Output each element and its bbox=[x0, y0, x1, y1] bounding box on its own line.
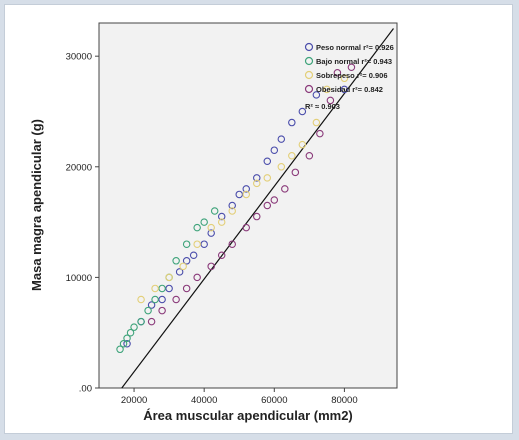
data-point-s3-8 bbox=[242, 223, 250, 232]
data-point-s2-0 bbox=[137, 295, 145, 304]
data-point-s3-5 bbox=[207, 262, 215, 271]
data-point-s1-0 bbox=[116, 345, 124, 354]
legend-label-0: Peso normal r²= 0.926 bbox=[316, 43, 394, 52]
data-point-s0-16 bbox=[270, 146, 279, 154]
fit-line-label: R² ≈ 0.903 bbox=[305, 102, 340, 111]
x-tick-label-0: 20000 bbox=[121, 395, 147, 406]
scatter-chart: 20000 40000 60000 80000 .00100002000030000 … bbox=[29, 22, 398, 423]
data-point-s0-4 bbox=[165, 284, 173, 293]
data-point-s0-17 bbox=[277, 135, 286, 143]
data-point-s0-14 bbox=[253, 174, 261, 182]
data-point-s3-9 bbox=[253, 212, 261, 221]
data-point-s2-2 bbox=[165, 273, 173, 282]
data-point-s2-5 bbox=[207, 223, 215, 232]
data-point-s2-13 bbox=[298, 140, 307, 149]
legend-label-1: Bajo normal r²= 0.943 bbox=[316, 57, 392, 66]
data-point-s0-2 bbox=[147, 301, 156, 309]
y-axis-title: Masa magra apendicular (g) bbox=[29, 119, 44, 291]
data-point-s1-6 bbox=[144, 306, 152, 315]
data-point-s2-4 bbox=[193, 240, 201, 248]
legend-marker-2 bbox=[304, 70, 314, 80]
data-point-s1-8 bbox=[158, 284, 166, 293]
data-point-s0-19 bbox=[298, 107, 307, 116]
data-point-s3-1 bbox=[158, 306, 166, 315]
legend-label-3: Obesidad r²= 0.842 bbox=[316, 85, 383, 94]
data-point-s0-13 bbox=[242, 185, 250, 193]
legend-marker-0 bbox=[304, 42, 314, 52]
data-point-s1-3 bbox=[126, 328, 135, 337]
data-point-s0-7 bbox=[189, 251, 198, 260]
data-point-s1-1 bbox=[119, 340, 128, 348]
data-point-s2-16 bbox=[340, 74, 349, 83]
data-point-s3-17 bbox=[333, 69, 342, 77]
data-point-s3-6 bbox=[217, 251, 226, 260]
data-point-s0-10 bbox=[217, 212, 226, 221]
data-point-s1-2 bbox=[123, 334, 131, 342]
fit-line bbox=[121, 28, 394, 389]
data-point-s3-12 bbox=[281, 185, 289, 193]
data-point-s3-15 bbox=[316, 129, 324, 138]
data-point-s2-8 bbox=[242, 190, 250, 199]
data-point-s0-18 bbox=[288, 118, 296, 127]
data-point-s3-13 bbox=[291, 168, 300, 177]
data-point-s0-0 bbox=[123, 340, 131, 348]
data-point-s3-3 bbox=[182, 284, 191, 293]
data-point-s1-12 bbox=[193, 223, 201, 232]
data-point-s1-4 bbox=[130, 323, 138, 331]
data-point-s1-10 bbox=[172, 257, 180, 265]
data-point-s2-3 bbox=[179, 262, 187, 271]
data-point-s2-7 bbox=[228, 207, 236, 215]
data-point-s2-12 bbox=[288, 151, 296, 160]
x-ticks: 20000 40000 60000 80000 bbox=[121, 388, 358, 406]
x-tick-label-1: 40000 bbox=[191, 395, 217, 406]
y-tick-label-2: 20000 bbox=[66, 162, 92, 173]
data-point-s2-10 bbox=[263, 174, 272, 182]
data-point-s0-20 bbox=[312, 91, 321, 99]
legend-marker-3 bbox=[304, 84, 314, 94]
data-point-s2-15 bbox=[323, 85, 331, 94]
x-tick-label-2: 60000 bbox=[261, 395, 287, 406]
y-tick-label-1: 10000 bbox=[66, 273, 92, 284]
data-point-s0-5 bbox=[175, 268, 184, 276]
data-point-s0-11 bbox=[228, 201, 236, 210]
plot-area bbox=[98, 22, 398, 389]
data-point-s3-11 bbox=[270, 196, 279, 204]
data-point-s1-11 bbox=[182, 240, 191, 248]
data-point-s3-4 bbox=[193, 273, 201, 282]
data-point-s2-11 bbox=[277, 163, 286, 171]
y-ticks: .00 10000 20000 30000 bbox=[66, 52, 99, 395]
data-point-s2-9 bbox=[253, 179, 261, 188]
data-point-s0-8 bbox=[200, 240, 208, 248]
x-tick-label-3: 80000 bbox=[331, 395, 357, 406]
legend-label-2: Sobrepeso r²= 0.906 bbox=[316, 71, 388, 80]
y-tick-label-0: .00 bbox=[79, 384, 92, 395]
figure-frame: 20000 40000 60000 80000 .00 10000 20000 30000 … bbox=[4, 4, 513, 434]
data-point-s3-0 bbox=[147, 317, 156, 326]
x-axis-title: Área muscular apendicular (mm2) bbox=[143, 408, 353, 423]
data-point-s1-7 bbox=[151, 295, 159, 304]
data-point-s0-21 bbox=[340, 85, 349, 94]
data-point-s0-15 bbox=[263, 157, 272, 166]
data-point-s3-14 bbox=[305, 151, 314, 160]
legend-marker-1 bbox=[304, 56, 314, 66]
fit-line-layer bbox=[121, 28, 394, 389]
y-tick-label-3: 30000 bbox=[66, 52, 92, 63]
legend: Peso normal r²= 0.926 Bajo normal r²= 0.9… bbox=[304, 42, 394, 111]
data-point-s0-12 bbox=[235, 190, 243, 199]
data-point-s3-16 bbox=[326, 96, 335, 105]
points-layer bbox=[116, 63, 356, 354]
data-point-s0-9 bbox=[207, 229, 215, 237]
data-point-s1-13 bbox=[200, 218, 208, 226]
data-point-s2-14 bbox=[312, 118, 321, 127]
data-point-s1-5 bbox=[137, 317, 145, 326]
data-point-s3-2 bbox=[172, 295, 180, 304]
data-point-s3-7 bbox=[228, 240, 236, 248]
data-point-s3-18 bbox=[347, 63, 356, 71]
data-point-s0-6 bbox=[182, 257, 191, 265]
data-point-s2-6 bbox=[217, 218, 226, 226]
data-point-s0-3 bbox=[158, 295, 166, 304]
data-point-s3-10 bbox=[263, 201, 272, 210]
data-point-s2-1 bbox=[151, 284, 159, 293]
data-point-s1-14 bbox=[210, 207, 219, 215]
